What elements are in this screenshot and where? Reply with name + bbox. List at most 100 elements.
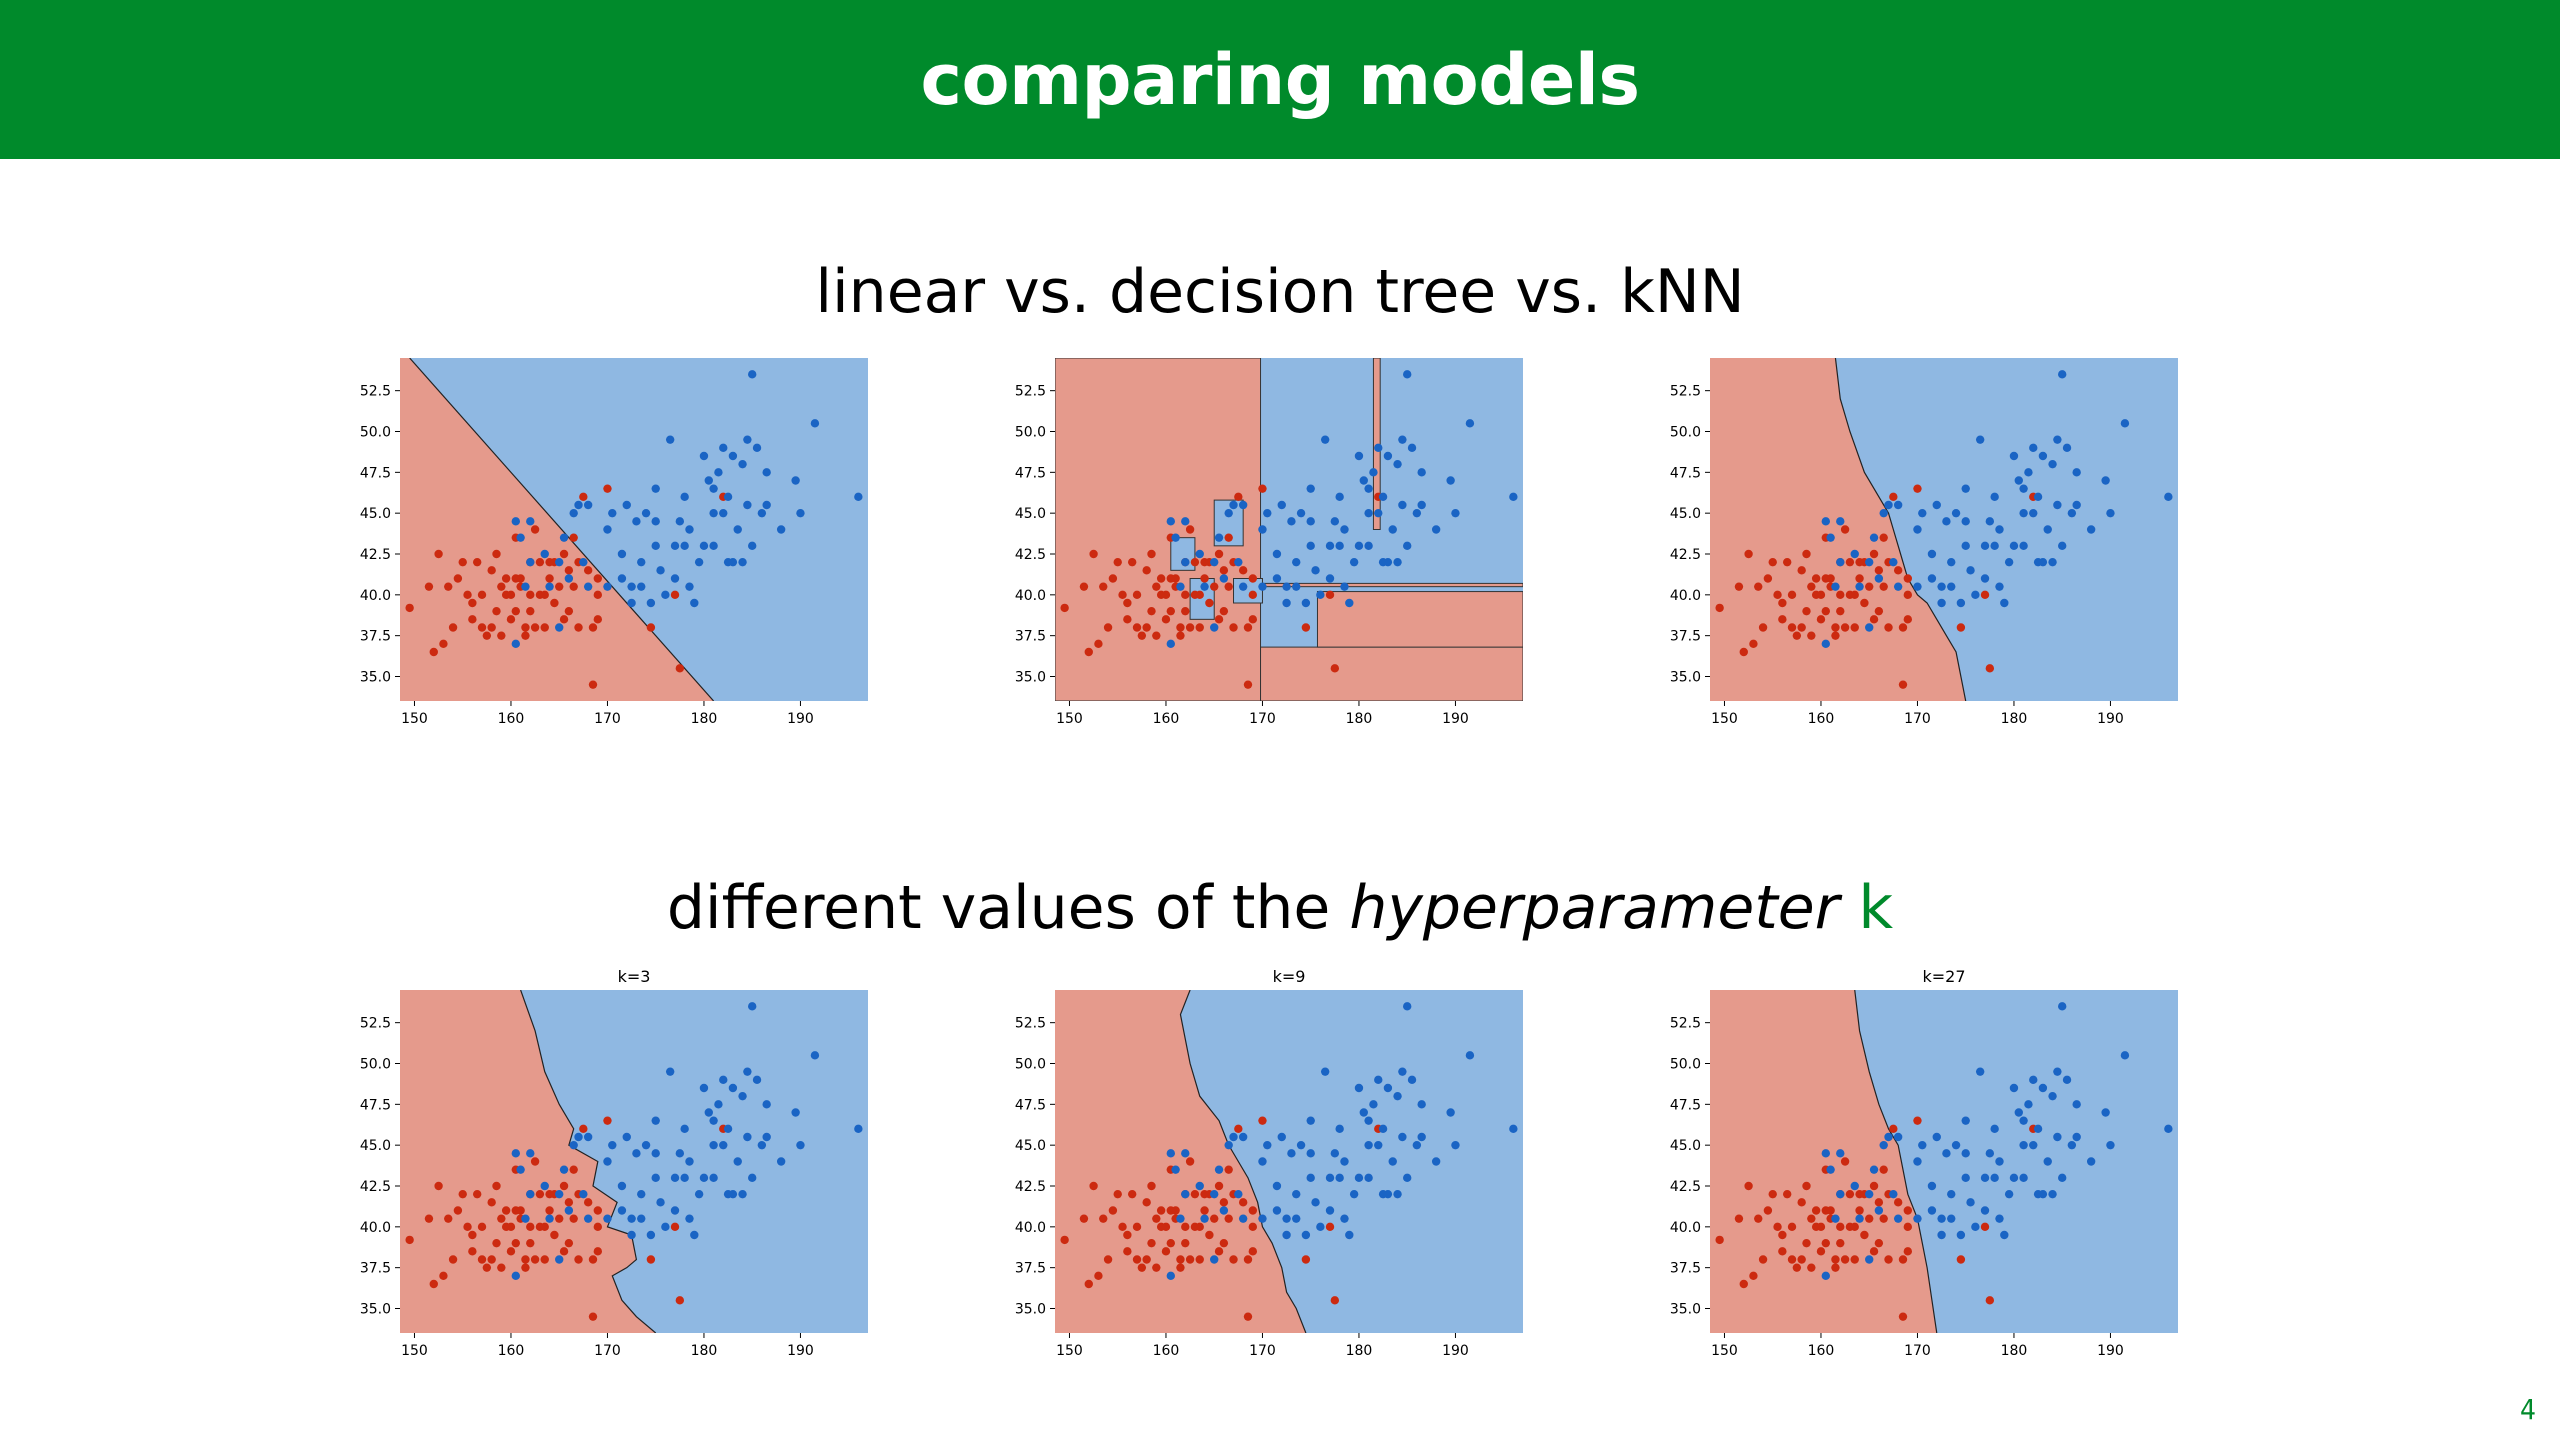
data-point-red (1147, 1181, 1156, 1191)
data-point-red (1821, 606, 1830, 616)
data-point-blue (1345, 1230, 1354, 1240)
data-point-red (1161, 615, 1171, 624)
data-point-blue (670, 574, 680, 583)
x-tick-label: 190 (1442, 1343, 1469, 1359)
data-point-red (526, 590, 535, 600)
data-point-blue (1171, 1165, 1180, 1174)
data-point-red (1763, 574, 1773, 583)
x-tick-label: 170 (1904, 1343, 1931, 1359)
data-point-blue (1219, 574, 1229, 583)
data-point-blue (2029, 1075, 2038, 1085)
data-point-red (1185, 525, 1195, 534)
data-point-red (1811, 1206, 1821, 1215)
data-point-red (439, 639, 448, 649)
data-point-red (545, 574, 554, 583)
data-point-red (1176, 1263, 1185, 1272)
y-tick-label: 42.5 (1015, 547, 1046, 563)
data-point-red (1161, 1222, 1171, 1232)
decision-boundary (1854, 990, 1938, 1333)
data-point-red (1185, 623, 1195, 632)
plot-k27-svg: 150 160 170 180 190 35.0 37.5 40.0 42.5 45.0 47.5 5… (1670, 967, 2178, 1359)
y-tick-label: 52.5 (1670, 384, 1701, 400)
y-tick-label: 40.0 (360, 1220, 391, 1236)
data-point-red (506, 590, 516, 600)
data-point-blue (583, 582, 593, 591)
data-point-blue (1306, 517, 1315, 526)
data-point-blue (2058, 1002, 2067, 1011)
data-point-blue (2014, 1108, 2023, 1117)
data-point-blue (776, 1157, 786, 1166)
data-point-blue (526, 1149, 535, 1158)
data-point-red (1210, 1214, 1219, 1223)
data-point-red (1807, 631, 1816, 640)
data-point-red (564, 566, 574, 575)
y-tick-label: 35.0 (360, 1302, 391, 1318)
data-point-red (526, 606, 535, 616)
y-tick-label: 52.5 (360, 384, 391, 400)
data-point-blue (1393, 1189, 1402, 1199)
data-point-blue (714, 468, 723, 477)
data-point-red (1248, 590, 1258, 600)
data-point-blue (603, 1214, 612, 1223)
data-point-blue (1224, 1140, 1233, 1150)
data-point-blue (748, 1002, 757, 1011)
data-point-red (1084, 1279, 1093, 1289)
data-point-red (1248, 615, 1258, 624)
data-point-blue (1947, 1214, 1956, 1223)
plot-decision-tree-svg: 150 160 170 180 190 35.0 37.5 40.0 42.5 45.0 47.5 5… (1015, 358, 1523, 727)
data-point-blue (1995, 582, 2004, 591)
data-point-red (1865, 1214, 1874, 1223)
data-point-blue (1277, 1132, 1286, 1142)
data-point-blue (2048, 557, 2057, 567)
data-point-blue (1364, 508, 1373, 518)
data-point-blue (1826, 1165, 1835, 1174)
data-point-blue (1292, 1214, 1301, 1223)
data-point-blue (2004, 1189, 2014, 1199)
data-point-red (1739, 1279, 1748, 1289)
data-point-blue (1932, 1132, 1941, 1142)
data-point-blue (2067, 508, 2077, 518)
data-point-red (1754, 1214, 1763, 1223)
data-point-blue (1340, 525, 1349, 534)
data-point-blue (583, 500, 593, 510)
data-point-red (1980, 1222, 1990, 1232)
data-point-blue (1354, 1173, 1364, 1183)
data-point-blue (1971, 1222, 1980, 1232)
data-point-blue (1301, 1230, 1311, 1240)
data-point-blue (1369, 1100, 1378, 1109)
data-point-blue (1869, 1165, 1879, 1174)
data-point-blue (1176, 582, 1185, 591)
data-point-red (1147, 549, 1156, 559)
data-point-red (468, 1230, 477, 1240)
data-point-blue (2043, 525, 2052, 534)
data-point-blue (1330, 1149, 1340, 1158)
data-point-blue (762, 1132, 771, 1142)
data-point-red (424, 1214, 434, 1223)
data-point-red (1185, 1157, 1195, 1166)
data-point-blue (1320, 435, 1330, 444)
data-point-blue (690, 1230, 699, 1240)
data-point-red (540, 590, 549, 600)
data-point-red (1749, 639, 1758, 649)
data-point-blue (1282, 582, 1291, 591)
data-point-blue (641, 1140, 651, 1150)
data-point-blue (675, 1149, 685, 1158)
data-point-red (1898, 1255, 1908, 1264)
data-point-blue (651, 517, 660, 526)
data-point-blue (2029, 508, 2038, 518)
data-point-blue (1195, 1181, 1204, 1191)
data-point-blue (2058, 541, 2067, 551)
data-point-red (535, 557, 545, 567)
data-point-red (569, 533, 578, 542)
data-point-red (1903, 1222, 1913, 1232)
data-point-red (492, 606, 501, 616)
data-point-blue (526, 517, 535, 526)
data-point-blue (1947, 557, 1956, 567)
data-point-red (1715, 603, 1724, 613)
data-point-blue (1995, 1157, 2004, 1166)
data-point-red (583, 1198, 593, 1207)
red-region (1710, 358, 1966, 701)
data-point-blue (603, 525, 612, 534)
data-point-red (1176, 1255, 1185, 1264)
data-point-red (1152, 1214, 1161, 1223)
